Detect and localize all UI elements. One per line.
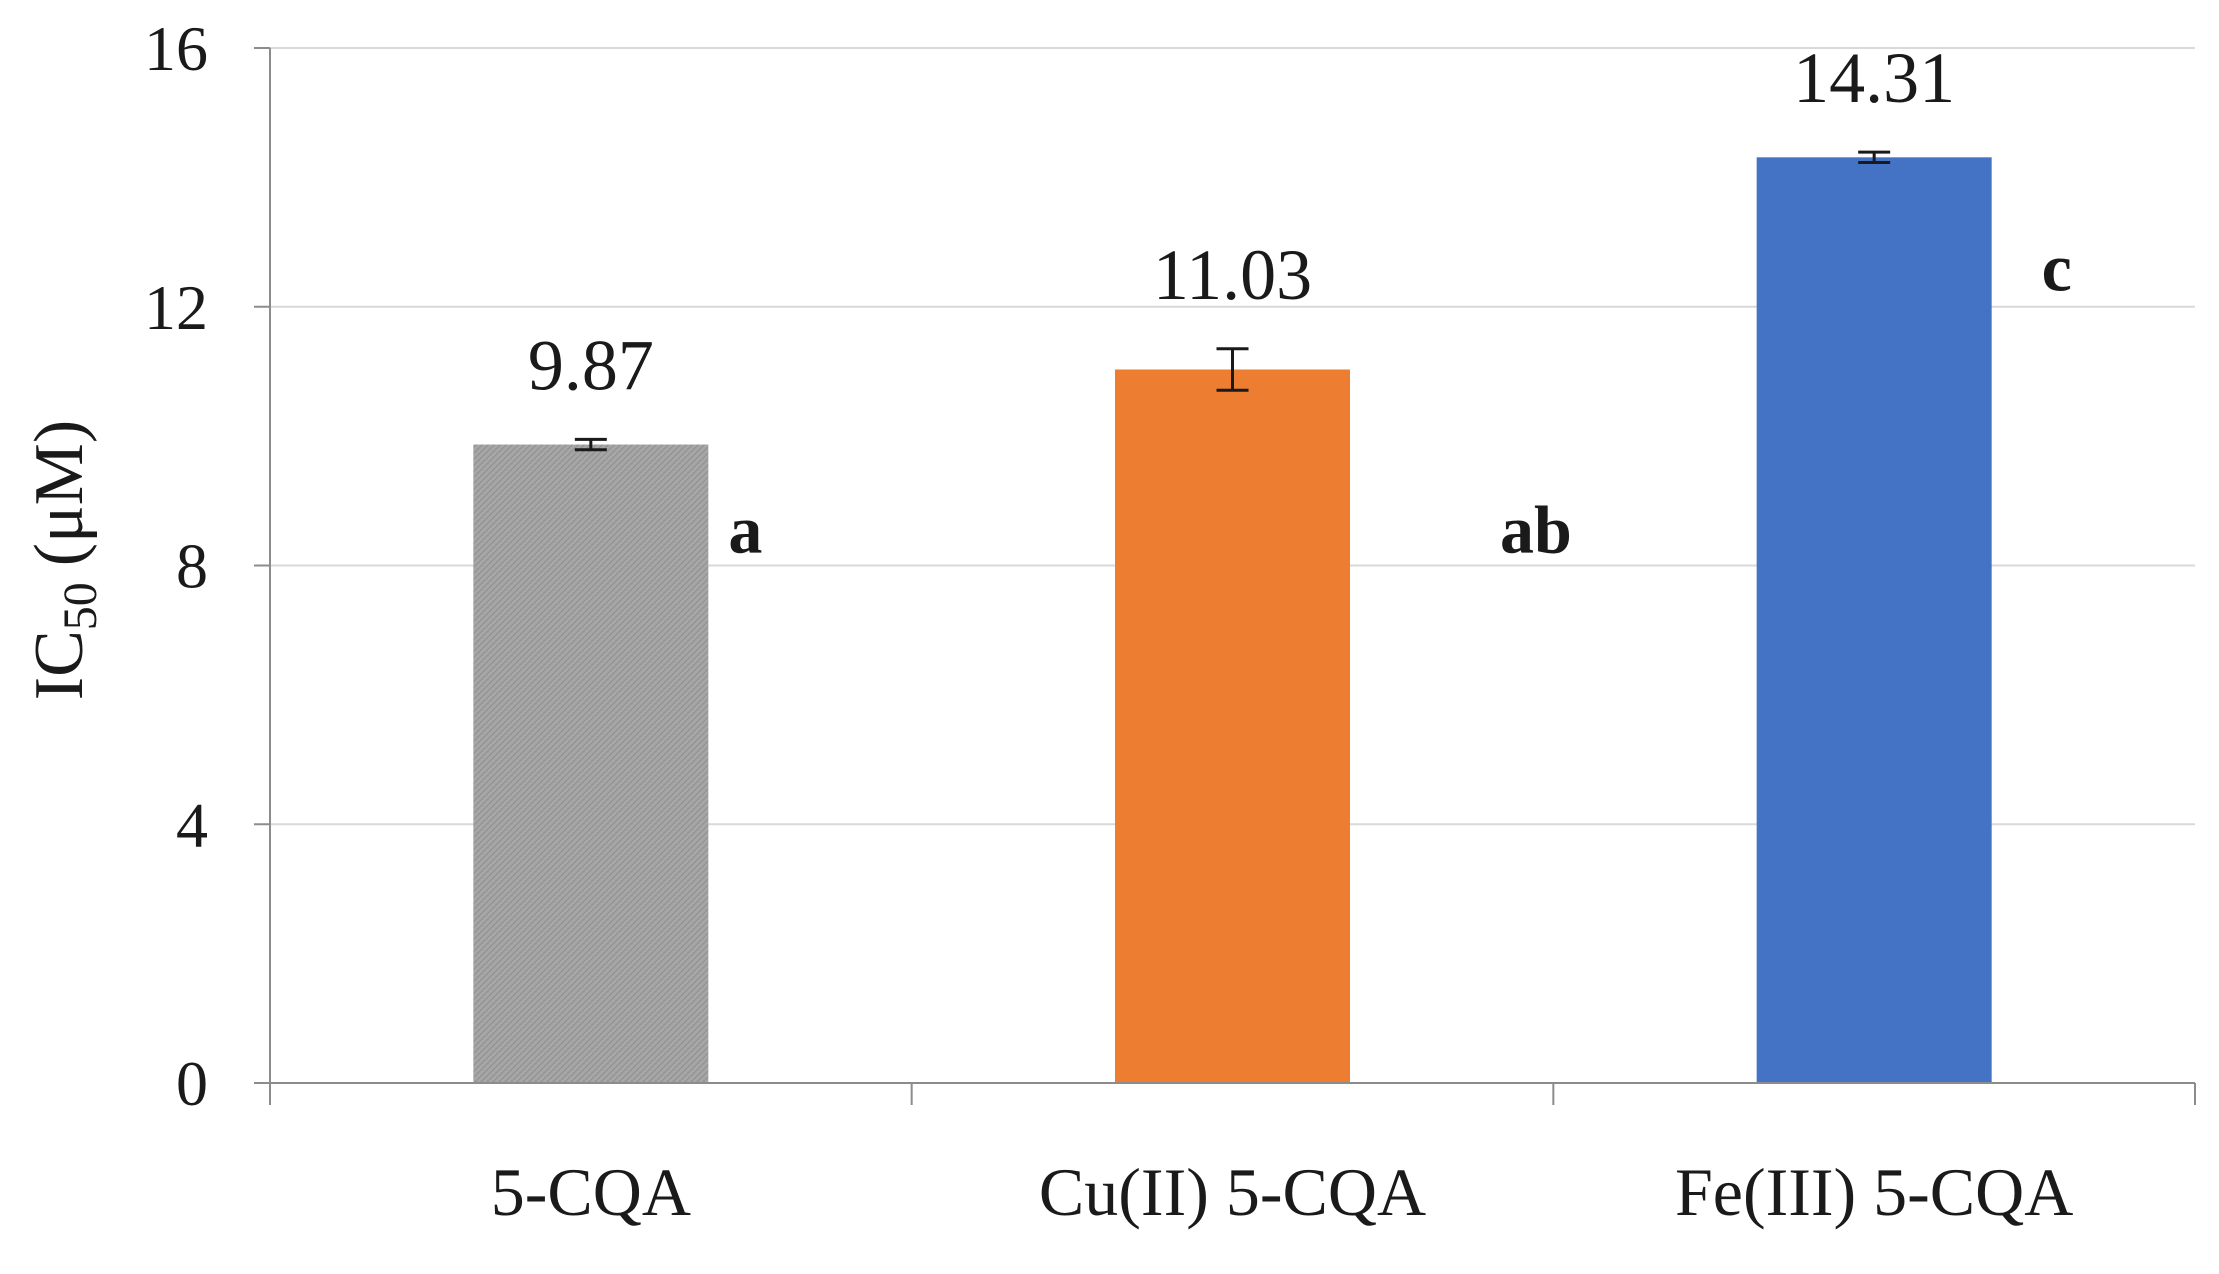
- y-axis-title: IC50 (μM): [21, 420, 107, 700]
- y-tick-label-4: 4: [176, 789, 208, 860]
- y-axis-title-unit: (μM): [21, 420, 98, 566]
- y-tick-label-12: 12: [144, 272, 208, 343]
- data-label-1: 9.87: [528, 325, 654, 405]
- data-label-2: 11.03: [1153, 235, 1312, 315]
- y-tick-label-16: 16: [144, 13, 208, 84]
- error-bar-3: [1858, 150, 1891, 164]
- labels: 0 4 8 12 16 9.87 5-CQA 11.03 Cu(II) 5-CQA 14.31 Fe…: [144, 13, 2073, 1230]
- y-axis-title-main: IC: [21, 630, 98, 700]
- x-category-label-2: Cu(II) 5-CQA: [1039, 1154, 1426, 1230]
- bar-2: [1115, 369, 1350, 1083]
- significance-label-1: a: [728, 492, 762, 568]
- y-tick-label-0: 0: [176, 1048, 208, 1119]
- data-label-3: 14.31: [1793, 38, 1955, 118]
- significance-label-2: ab: [1500, 492, 1572, 568]
- error-bar-1: [574, 437, 607, 452]
- x-category-label-3: Fe(III) 5-CQA: [1675, 1154, 2073, 1230]
- error-bar-2: [1216, 347, 1249, 392]
- axes: [254, 47, 2196, 1105]
- y-axis-title-subscript: 50: [54, 582, 107, 630]
- significance-label-3: c: [2042, 230, 2072, 306]
- bar-3: [1756, 157, 1992, 1083]
- x-category-label-1: 5-CQA: [491, 1154, 691, 1230]
- y-tick-label-8: 8: [176, 531, 208, 602]
- bars: [473, 150, 1992, 1083]
- bar-1: [473, 444, 709, 1083]
